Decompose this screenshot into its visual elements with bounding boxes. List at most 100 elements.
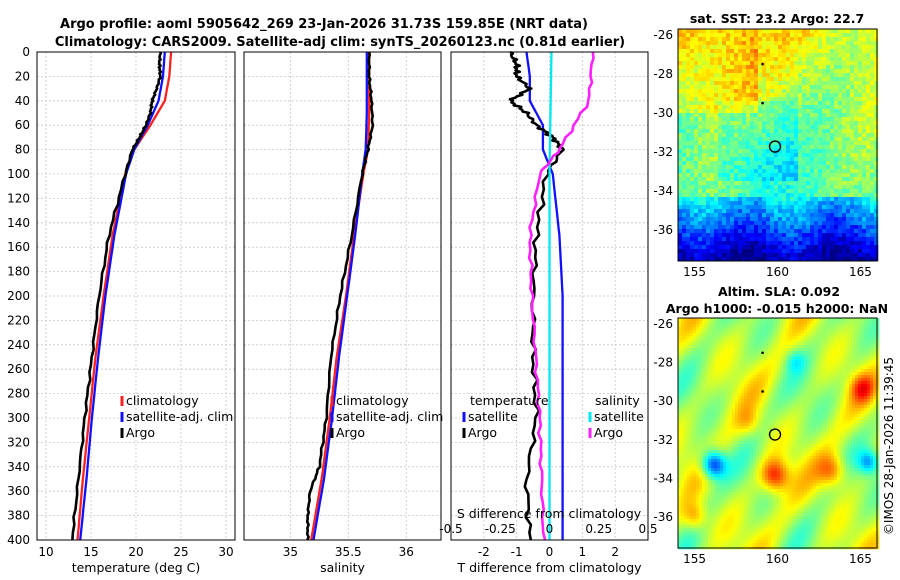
map-cell <box>854 145 859 150</box>
map-cell <box>802 173 807 178</box>
map-cell <box>837 393 841 397</box>
map-cell <box>678 324 682 328</box>
map-cell <box>816 390 820 394</box>
map-cell <box>876 336 880 340</box>
map-cell <box>766 189 771 194</box>
map-cell <box>738 360 742 364</box>
map-cell <box>834 369 838 373</box>
map-cell <box>852 354 856 358</box>
map-cell <box>834 257 839 262</box>
map-cell <box>794 241 799 246</box>
map-cell <box>682 57 687 62</box>
map-cell <box>708 348 712 352</box>
map-cell <box>771 357 775 361</box>
map-cell <box>854 197 859 202</box>
map-cell <box>722 41 727 46</box>
map-cell <box>849 378 853 382</box>
map-cell <box>813 378 817 382</box>
map-cell <box>855 360 859 364</box>
map-cell <box>774 345 778 349</box>
map-cell <box>830 49 835 54</box>
map-cell <box>753 390 757 394</box>
map-cell <box>758 241 763 246</box>
map-cell <box>858 372 862 376</box>
map-cell <box>693 360 697 364</box>
map-cell <box>852 330 856 334</box>
map-cell <box>814 189 819 194</box>
map-cell <box>734 245 739 250</box>
map-cell <box>828 354 832 358</box>
map-cell <box>804 366 808 370</box>
map-cell <box>826 69 831 74</box>
map-cell <box>690 381 694 385</box>
map-cell <box>861 354 865 358</box>
map-cell <box>806 161 811 166</box>
map-cell <box>846 197 851 202</box>
map-cell <box>702 145 707 150</box>
map-cell <box>684 363 688 367</box>
map-cell <box>710 101 715 106</box>
map-cell <box>770 57 775 62</box>
map-cell <box>726 73 731 78</box>
map-cell <box>822 121 827 126</box>
map-cell <box>840 345 844 349</box>
map-cell <box>744 354 748 358</box>
map-cell <box>792 321 796 325</box>
map-cell <box>846 165 851 170</box>
map-cell <box>858 345 862 349</box>
map-cell <box>706 197 711 202</box>
map-cell <box>778 169 783 174</box>
map-cell <box>710 129 715 134</box>
map-cell <box>846 97 851 102</box>
map-cell <box>687 363 691 367</box>
map-cell <box>782 225 787 230</box>
map-cell <box>867 357 871 361</box>
map-cell <box>756 345 760 349</box>
legend-label: climatology <box>336 393 409 408</box>
map-cell <box>686 33 691 38</box>
map-cell <box>762 89 767 94</box>
map-cell <box>747 384 751 388</box>
map-cell <box>840 369 844 373</box>
map-cell <box>852 390 856 394</box>
map-cell <box>846 327 850 331</box>
map-cell <box>830 65 835 70</box>
map-cell <box>746 33 751 38</box>
map-cell <box>866 41 871 46</box>
map-cell <box>830 249 835 254</box>
map-cell <box>758 77 763 82</box>
map-cell <box>738 217 743 222</box>
map-cell <box>738 237 743 242</box>
map-cell <box>741 330 745 334</box>
map-cell <box>846 69 851 74</box>
map-cell <box>698 45 703 50</box>
map-cell <box>858 113 863 118</box>
map-cell <box>798 101 803 106</box>
map-cell <box>810 357 814 361</box>
map-cell <box>678 137 683 142</box>
map-cell <box>838 85 843 90</box>
map-cell <box>726 93 731 98</box>
map-cell <box>782 189 787 194</box>
map-cell <box>794 165 799 170</box>
map-cell <box>758 117 763 122</box>
map-cell <box>678 109 683 114</box>
map-cell <box>726 149 731 154</box>
map-cell <box>834 327 838 331</box>
map-cell <box>750 189 755 194</box>
map-cell <box>826 157 831 162</box>
map-cell <box>792 330 796 334</box>
map-cell <box>754 217 759 222</box>
map-cell <box>678 393 682 397</box>
map-cell <box>710 173 715 178</box>
map-cell <box>746 169 751 174</box>
map-cell <box>838 249 843 254</box>
map-cell <box>750 129 755 134</box>
map-cell <box>690 369 694 373</box>
map-cell <box>741 339 745 343</box>
map-cell <box>830 237 835 242</box>
map-cell <box>732 372 736 376</box>
map-cell <box>690 217 695 222</box>
map-cell <box>750 49 755 54</box>
map-cell <box>718 197 723 202</box>
